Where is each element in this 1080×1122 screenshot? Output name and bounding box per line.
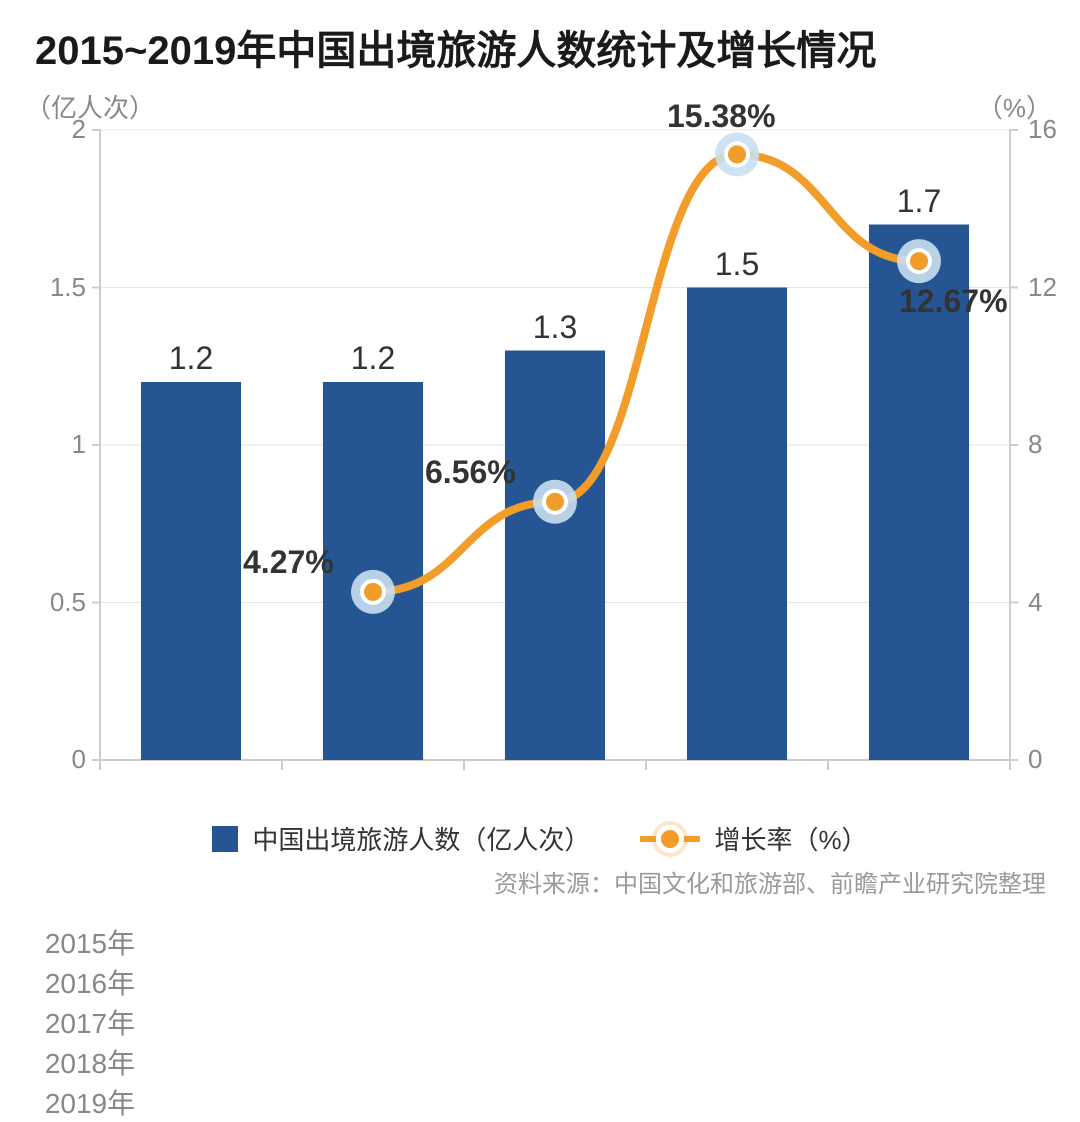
y1-tick: 0.5	[50, 587, 86, 618]
combo-chart-svg	[0, 0, 1080, 917]
legend: 中国出境旅游人数（亿人次） 增长率（%）	[0, 820, 1080, 857]
y2-tick: 4	[1028, 587, 1042, 618]
x-category-label: 2015年	[0, 922, 180, 962]
chart-area: 000.54181.5122161.22015年1.22016年1.32017年…	[0, 0, 1080, 917]
growth-rate-label: 4.27%	[243, 544, 334, 581]
bar-value-label: 1.3	[510, 309, 600, 346]
legend-item-bars: 中国出境旅游人数（亿人次）	[212, 820, 590, 857]
growth-rate-label: 15.38%	[667, 98, 776, 135]
y1-tick: 1.5	[50, 272, 86, 303]
x-category-label: 2017年	[0, 1002, 180, 1042]
y2-tick: 0	[1028, 744, 1042, 775]
bar-value-label: 1.2	[146, 340, 236, 377]
bar-value-label: 1.7	[874, 183, 964, 220]
legend-bar-label: 中国出境旅游人数（亿人次）	[252, 820, 590, 857]
y1-tick: 0	[72, 744, 86, 775]
y2-tick: 16	[1028, 114, 1057, 145]
growth-rate-label: 6.56%	[425, 454, 516, 491]
legend-line-swatch	[640, 836, 700, 842]
bar-value-label: 1.5	[692, 246, 782, 283]
legend-bar-swatch	[212, 826, 238, 852]
x-category-label: 2019年	[0, 1082, 180, 1122]
x-category-label: 2016年	[0, 962, 180, 1002]
bar-value-label: 1.2	[328, 340, 418, 377]
legend-line-label: 增长率（%）	[714, 820, 867, 857]
growth-rate-label: 12.67%	[899, 283, 1008, 320]
legend-item-line: 增长率（%）	[640, 820, 867, 857]
y2-tick: 8	[1028, 429, 1042, 460]
x-category-label: 2018年	[0, 1042, 180, 1082]
y1-tick: 1	[72, 429, 86, 460]
y2-tick: 12	[1028, 272, 1057, 303]
y1-tick: 2	[72, 114, 86, 145]
source-text: 资料来源：中国文化和旅游部、前瞻产业研究院整理	[494, 864, 1046, 899]
